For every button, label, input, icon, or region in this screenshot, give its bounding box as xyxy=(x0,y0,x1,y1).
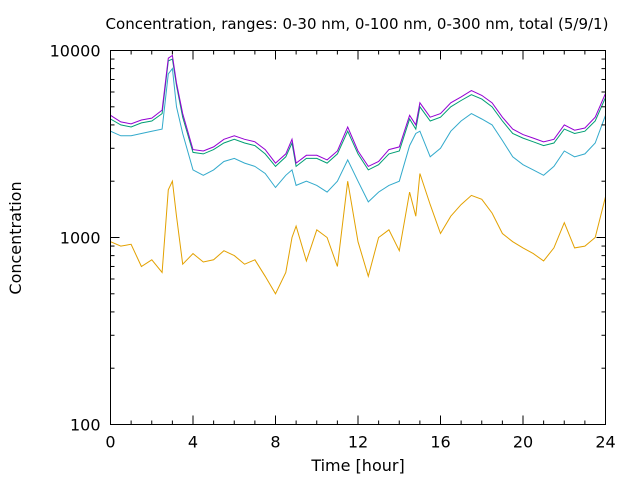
series-line-3 xyxy=(110,58,606,171)
series-line-1 xyxy=(110,173,606,295)
x-tick-label: 20 xyxy=(513,433,533,452)
chart-title: Concentration, ranges: 0-30 nm, 0-100 nm… xyxy=(106,15,609,33)
x-tick-label: 16 xyxy=(430,433,450,452)
plot-lines xyxy=(110,54,606,295)
y-tick-label: 10000 xyxy=(50,42,101,61)
y-tick-label: 100 xyxy=(70,416,101,435)
x-tick-label: 0 xyxy=(105,433,115,452)
x-tick-label: 12 xyxy=(348,433,368,452)
y-axis-label: Concentration xyxy=(6,181,25,294)
x-tick-label: 8 xyxy=(270,433,280,452)
plot-frame xyxy=(110,50,606,425)
series-line-2 xyxy=(110,67,606,203)
y-tick-label: 1000 xyxy=(60,229,101,248)
x-tick-label: 4 xyxy=(188,433,198,452)
x-tick-label: 24 xyxy=(595,433,615,452)
series-line-4 xyxy=(110,54,606,168)
x-axis-ticks: 0 4 8 12 16 20 24 xyxy=(105,50,616,452)
y-axis-ticks: 100 1000 10000 xyxy=(50,42,606,435)
x-axis-label: Time [hour] xyxy=(310,456,404,475)
